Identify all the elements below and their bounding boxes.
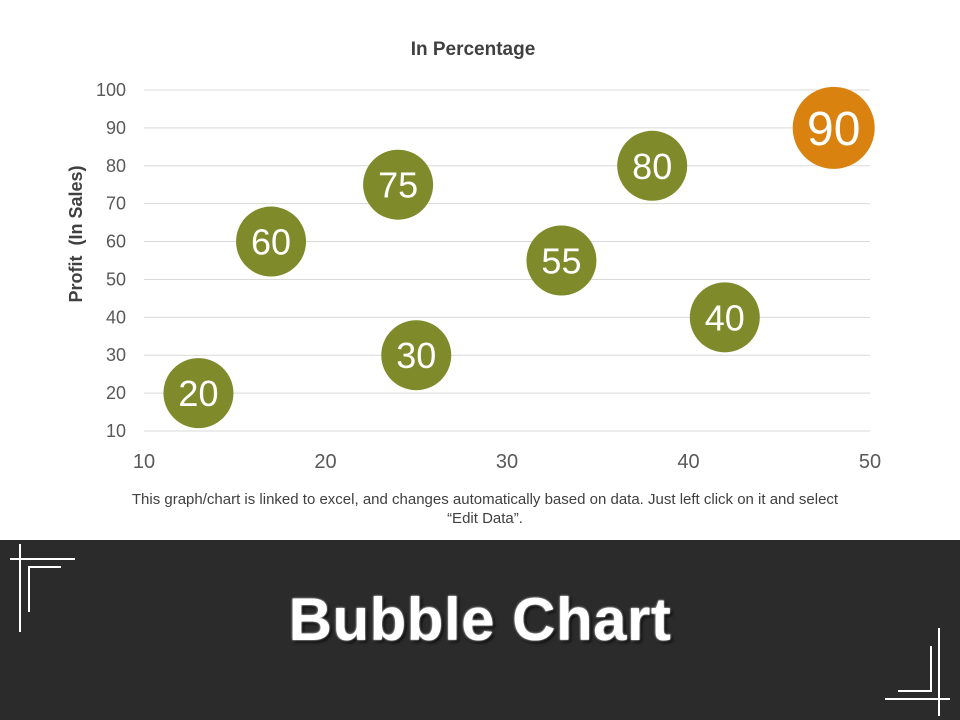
bubble-label-30: 30 [396, 335, 436, 376]
y-tick-label-10: 10 [106, 421, 126, 441]
corner-decoration-top-left-v1 [19, 544, 21, 632]
x-tick-label-10: 10 [133, 451, 155, 473]
corner-decoration-bottom-right-v1 [938, 628, 940, 716]
corner-decoration-top-left-h1 [10, 558, 75, 560]
x-tick-label-20: 20 [314, 451, 336, 473]
bubble-60 [236, 206, 307, 277]
bubble-label-75: 75 [378, 165, 418, 206]
title-banner: Bubble Chart [0, 540, 960, 720]
bubble-55 [526, 225, 597, 296]
bubble-30 [381, 320, 452, 391]
y-tick-label-20: 20 [106, 383, 126, 403]
bubble-40 [689, 282, 760, 353]
corner-decoration-top-left-v2 [28, 566, 30, 612]
bubble-label-40: 40 [705, 297, 745, 338]
y-tick-label-70: 70 [106, 194, 126, 214]
bubble-label-20: 20 [178, 373, 218, 414]
y-axis-label: Profit (In Sales) [66, 165, 86, 302]
y-tick-labels: 10 20 30 40 50 60 70 80 90 100 [96, 80, 126, 441]
bubble-80 [617, 130, 688, 201]
y-tick-label-60: 60 [106, 232, 126, 252]
corner-decoration-bottom-right-h2 [898, 690, 931, 692]
y-tick-label-90: 90 [106, 118, 126, 138]
y-tick-label-80: 80 [106, 156, 126, 176]
bubble-90 [792, 86, 875, 169]
bubble-20 [163, 358, 234, 429]
bubble-75 [363, 149, 434, 220]
y-tick-label-40: 40 [106, 307, 126, 327]
x-tick-label-40: 40 [677, 451, 699, 473]
chart-footnote: This graph/chart is linked to excel, and… [131, 491, 839, 527]
bubble-label-80: 80 [632, 146, 672, 187]
bubbles: 20 60 75 30 55 80 40 90 [163, 86, 875, 429]
corner-decoration-top-left-h2 [28, 566, 61, 568]
banner-title: Bubble Chart [288, 586, 672, 653]
corner-decoration-bottom-right-v2 [930, 646, 932, 692]
y-tick-label-100: 100 [96, 80, 126, 100]
x-tick-labels: 10 20 30 40 50 [133, 451, 881, 473]
bubble-chart[interactable]: In Percentage 10 20 30 40 50 60 70 80 90 100 10 20… [0, 0, 960, 540]
chart-title: In Percentage [410, 39, 536, 60]
bubble-label-90: 90 [807, 103, 860, 156]
x-tick-label-30: 30 [496, 451, 518, 473]
corner-decoration-bottom-right-h1 [885, 698, 950, 700]
y-tick-label-50: 50 [106, 269, 126, 289]
y-tick-label-30: 30 [106, 345, 126, 365]
bubble-label-60: 60 [251, 222, 291, 263]
bubble-label-55: 55 [541, 241, 581, 282]
x-tick-label-50: 50 [859, 451, 881, 473]
chart-plot: 10 20 30 40 50 60 70 80 90 100 10 20 30 40 50 Profit … [66, 80, 881, 473]
